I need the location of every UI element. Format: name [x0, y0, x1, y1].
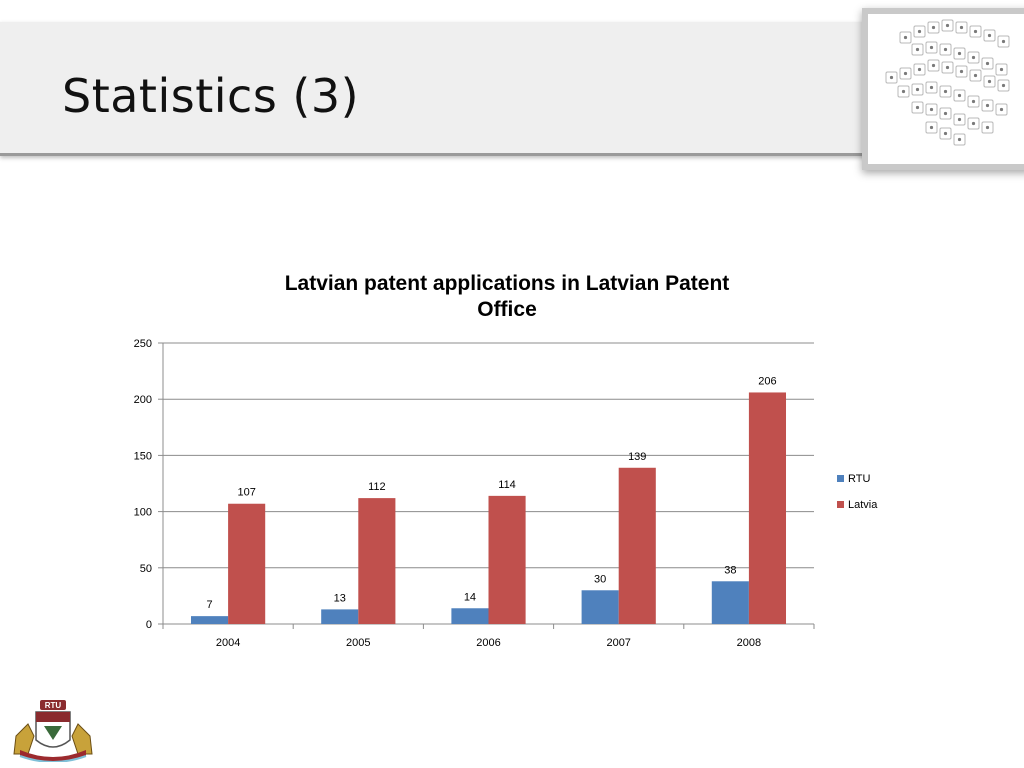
crossword-tile-mark — [929, 107, 934, 112]
crossword-tile-mark — [915, 105, 920, 110]
bar-rtu — [321, 609, 359, 624]
crossword-tile-mark — [943, 89, 948, 94]
y-tick-label: 0 — [146, 619, 152, 631]
bar-latvia — [228, 503, 266, 624]
bar-latvia — [618, 467, 656, 624]
bar-latvia — [358, 498, 396, 624]
bar-latvia — [748, 392, 787, 624]
crossword-tile-mark — [1001, 39, 1006, 44]
crossword-tile-mark — [943, 131, 948, 136]
crossword-tile-mark — [929, 85, 934, 90]
y-tick-label: 100 — [134, 507, 152, 519]
data-label: 7 — [206, 599, 212, 611]
crossword-tile-mark — [929, 45, 934, 50]
crossword-tile-mark — [957, 117, 962, 122]
crossword-tile-mark — [971, 99, 976, 104]
crossword-tile-mark — [985, 61, 990, 66]
crossword-tile-mark — [959, 25, 964, 30]
crossword-tile-mark — [971, 55, 976, 60]
crossword-tiles-image — [862, 8, 1024, 170]
crossword-tile-mark — [901, 89, 906, 94]
rtu-coat-of-arms-icon: RTU — [13, 700, 93, 763]
crossword-tile-mark — [931, 25, 936, 30]
data-label: 206 — [758, 375, 776, 387]
crossword-tile-mark — [973, 29, 978, 34]
crossword-tile-mark — [957, 93, 962, 98]
crossword-tile-mark — [1001, 83, 1006, 88]
logo-text: RTU — [45, 701, 62, 710]
crossword-tile-mark — [985, 103, 990, 108]
crossword-tile-mark — [931, 63, 936, 68]
x-tick-label: 2005 — [346, 637, 370, 649]
data-label: 14 — [464, 591, 476, 603]
bar-latvia — [488, 495, 526, 624]
data-label: 112 — [368, 481, 386, 493]
crossword-tile-mark — [917, 29, 922, 34]
y-tick-label: 250 — [134, 338, 152, 350]
y-tick-label: 200 — [134, 394, 152, 406]
chart-title: Latvian patent applications in Latvian P… — [285, 272, 730, 295]
crossword-tile-mark — [957, 137, 962, 142]
crossword-tile-group — [885, 19, 1010, 146]
crossword-tile-mark — [943, 47, 948, 52]
bar-rtu — [581, 590, 619, 624]
crossword-tile-mark — [999, 107, 1004, 112]
y-tick-label: 150 — [134, 450, 152, 462]
x-tick-label: 2006 — [476, 637, 500, 649]
crossword-tile-mark — [915, 47, 920, 52]
bar-rtu — [451, 608, 489, 624]
legend-label-rtu: RTU — [848, 473, 870, 485]
crossword-tile-mark — [929, 125, 934, 130]
bar-rtu — [711, 581, 749, 624]
crossword-tile-mark — [971, 121, 976, 126]
crossword-tile-mark — [987, 33, 992, 38]
slide-title: Statistics (3) — [62, 69, 360, 123]
crossword-tile-mark — [957, 51, 962, 56]
data-label: 30 — [594, 573, 606, 585]
crossword-tile-mark — [973, 73, 978, 78]
data-label: 38 — [724, 564, 736, 576]
y-tick-label: 50 — [140, 563, 152, 575]
crossword-tiles-icon — [885, 19, 1010, 146]
header-band — [0, 22, 1024, 156]
x-tick-label: 2007 — [606, 637, 630, 649]
legend-label-latvia: Latvia — [848, 499, 878, 511]
chart-title: Office — [477, 298, 537, 321]
data-label: 114 — [498, 479, 516, 491]
legend-swatch-rtu — [837, 475, 844, 482]
data-label: 139 — [628, 451, 646, 463]
data-label: 107 — [237, 487, 255, 499]
crossword-tile-mark — [999, 67, 1004, 72]
crossword-tile-mark — [945, 23, 950, 28]
crossword-tile-mark — [943, 111, 948, 116]
crossword-tile-mark — [903, 71, 908, 76]
rtu-logo: RTU — [6, 696, 100, 763]
crossword-tile-mark — [945, 65, 950, 70]
legend-swatch-latvia — [837, 501, 844, 508]
crossword-tile-mark — [985, 125, 990, 130]
crossword-tile-mark — [987, 79, 992, 84]
bar-rtu — [190, 616, 229, 624]
crossword-tile-mark — [917, 67, 922, 72]
data-label: 13 — [334, 592, 346, 604]
crossword-tile-mark — [903, 35, 908, 40]
x-tick-label: 2008 — [737, 637, 761, 649]
crossword-tile-mark — [915, 87, 920, 92]
crossword-tile-mark — [889, 75, 894, 80]
crossword-tile-mark — [959, 69, 964, 74]
x-tick-label: 2004 — [216, 637, 240, 649]
